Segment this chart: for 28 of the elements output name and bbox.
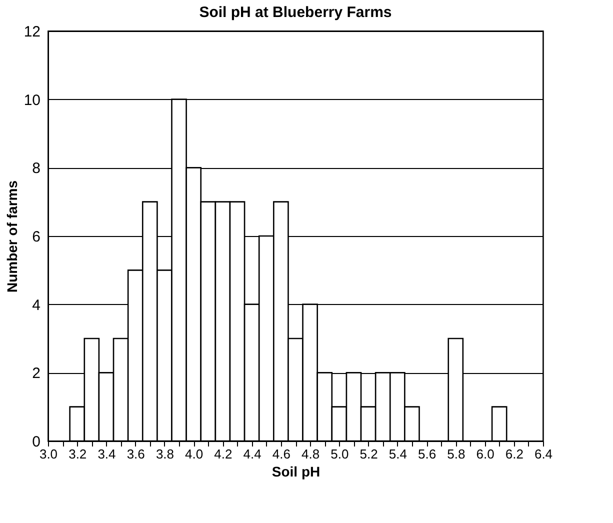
x-tick-label: 5.0: [330, 446, 349, 462]
x-tick-label: 6.2: [505, 446, 524, 462]
y-tick-label: 8: [32, 160, 40, 178]
y-tick-label: 2: [32, 365, 40, 382]
y-tick-label: 0: [32, 434, 40, 450]
x-tick-label: 6.4: [534, 446, 553, 462]
x-tick-label: 4.2: [214, 446, 232, 462]
x-tick-label: 4.4: [243, 446, 262, 462]
x-tick-label: 3.0: [39, 446, 58, 462]
y-tick-label: 12: [24, 24, 40, 40]
x-tick-label: 5.2: [360, 446, 378, 462]
x-tick-label: 4.6: [272, 446, 290, 462]
y-axis-title: Number of farms: [4, 180, 20, 293]
y-tick-label: 6: [32, 228, 40, 246]
y-tick-label: 4: [32, 296, 40, 314]
x-tick-label: 5.8: [447, 446, 466, 462]
x-tick-label: 4.8: [302, 446, 320, 462]
x-tick-label: 3.4: [98, 446, 116, 462]
x-tick-label: 3.6: [126, 446, 145, 462]
y-tick-label: 10: [24, 92, 40, 109]
x-tick-label: 5.4: [388, 446, 407, 462]
x-tick-label: 4.0: [185, 446, 204, 462]
x-tick-label: 3.2: [68, 446, 87, 462]
chart-title: Soil pH at Blueberry Farms: [199, 4, 392, 21]
x-tick-label: 3.8: [156, 446, 174, 462]
x-tick-label: 6.0: [476, 446, 494, 462]
x-tick-label: 5.6: [418, 446, 436, 462]
x-axis-title: Soil pH: [272, 464, 320, 480]
